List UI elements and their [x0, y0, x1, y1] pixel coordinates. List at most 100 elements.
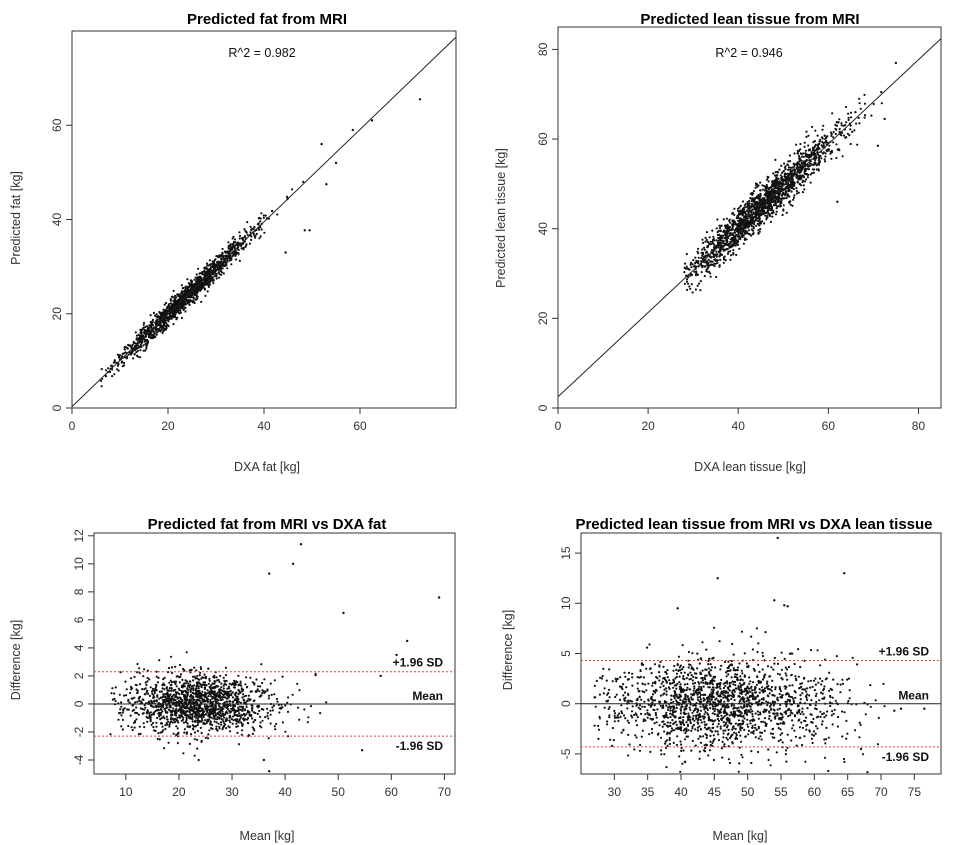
data-point — [813, 149, 816, 152]
data-point — [197, 712, 200, 715]
data-point — [155, 699, 158, 702]
data-point — [185, 691, 188, 694]
data-point — [709, 734, 712, 738]
x-tick-label: 30 — [225, 785, 239, 799]
data-point — [719, 241, 722, 244]
data-point — [284, 251, 287, 254]
data-point — [249, 690, 252, 693]
data-point — [792, 162, 795, 165]
data-point — [207, 714, 210, 717]
data-point — [175, 675, 178, 678]
data-point — [753, 207, 756, 210]
data-point — [200, 731, 203, 735]
data-point — [845, 136, 848, 139]
data-point — [205, 262, 209, 265]
data-point — [798, 163, 801, 166]
data-point — [730, 229, 733, 232]
data-point — [846, 132, 850, 135]
data-point — [191, 714, 194, 717]
data-point — [158, 315, 162, 318]
data-point — [194, 298, 197, 301]
data-point — [737, 217, 741, 220]
y-axis-label: Predicted fat [kg] — [9, 171, 23, 265]
data-point — [121, 365, 124, 368]
data-point — [712, 243, 716, 246]
data-point — [225, 697, 228, 700]
data-point — [210, 695, 213, 698]
data-point — [803, 141, 806, 144]
data-point — [705, 260, 708, 264]
data-point — [164, 727, 167, 731]
data-point — [731, 212, 734, 215]
data-point — [267, 737, 270, 740]
data-point — [691, 291, 694, 294]
data-point — [774, 158, 777, 161]
data-point — [206, 718, 209, 721]
data-point — [201, 690, 204, 693]
data-point — [716, 218, 719, 221]
data-point — [804, 149, 807, 152]
data-point — [781, 213, 784, 217]
y-tick-label: 40 — [536, 222, 550, 236]
data-point — [126, 347, 129, 350]
data-point — [219, 691, 222, 694]
data-point — [227, 694, 230, 698]
data-point — [113, 697, 116, 700]
data-point — [713, 264, 716, 268]
data-point — [237, 698, 240, 701]
data-point — [840, 122, 843, 125]
data-point — [418, 98, 422, 101]
data-point — [166, 711, 169, 714]
data-point — [163, 303, 166, 306]
data-point — [724, 232, 727, 235]
data-point — [252, 721, 255, 724]
data-point — [197, 685, 200, 688]
data-point — [793, 182, 796, 185]
data-point — [689, 261, 693, 264]
data-point — [251, 709, 254, 712]
data-point — [864, 114, 867, 117]
regression-line — [557, 38, 942, 398]
data-point — [717, 243, 720, 246]
data-point — [741, 211, 744, 214]
data-point — [779, 203, 782, 206]
data-point — [195, 700, 198, 703]
data-point — [134, 720, 137, 723]
data-point — [107, 367, 110, 370]
data-point — [172, 693, 175, 696]
data-point — [119, 708, 122, 711]
data-point — [708, 693, 712, 696]
data-point — [748, 208, 751, 211]
data-point — [731, 227, 734, 230]
data-point — [154, 687, 157, 691]
data-point — [156, 331, 159, 334]
data-point — [266, 711, 269, 715]
data-point — [291, 693, 294, 696]
data-point — [151, 701, 154, 704]
data-point — [204, 736, 207, 739]
data-point — [194, 725, 197, 728]
data-point — [729, 242, 732, 245]
data-point — [235, 691, 238, 694]
data-point — [140, 334, 143, 337]
data-point — [252, 228, 255, 231]
data-point — [199, 707, 202, 710]
data-point — [196, 729, 199, 733]
data-point — [769, 186, 772, 189]
data-point — [782, 188, 785, 191]
data-point — [170, 317, 173, 320]
data-point — [883, 117, 886, 121]
data-point — [185, 651, 188, 654]
data-point — [342, 611, 345, 615]
data-point — [789, 203, 792, 206]
data-point — [715, 250, 718, 253]
data-point — [189, 704, 192, 708]
data-point — [351, 128, 354, 132]
data-point — [229, 689, 232, 693]
data-point — [724, 226, 727, 229]
data-point — [109, 733, 112, 736]
data-point — [776, 171, 780, 174]
data-point — [221, 728, 224, 731]
data-point — [726, 231, 729, 234]
data-point — [750, 212, 753, 215]
